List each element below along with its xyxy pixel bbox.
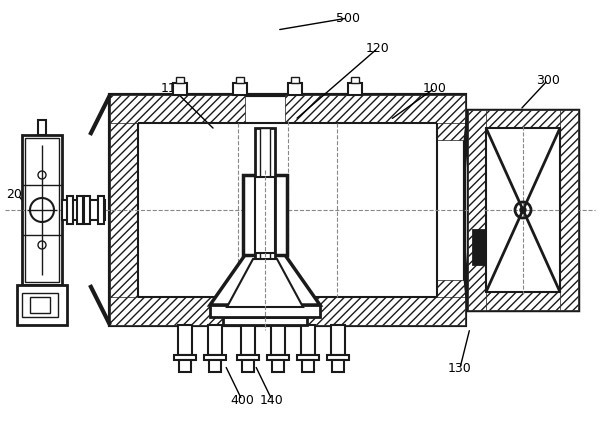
Polygon shape	[465, 252, 468, 310]
Bar	[242, 360, 254, 372]
Bar	[17, 285, 67, 325]
Bar	[179, 360, 191, 372]
Bar	[174, 355, 196, 360]
Text: 400: 400	[230, 394, 254, 407]
Bar	[204, 355, 226, 360]
Bar	[98, 196, 104, 224]
Bar	[233, 83, 247, 95]
Text: 120: 120	[366, 42, 390, 55]
Bar	[209, 360, 221, 372]
Bar	[110, 95, 465, 325]
Text: 300: 300	[536, 73, 560, 86]
Bar	[38, 120, 46, 135]
Bar	[301, 325, 315, 355]
Bar	[77, 196, 83, 224]
Bar	[267, 355, 289, 360]
Bar	[22, 135, 62, 285]
Bar	[297, 355, 319, 360]
Bar	[208, 325, 222, 355]
Bar	[302, 360, 314, 372]
Bar	[241, 325, 255, 355]
Text: 130: 130	[448, 362, 472, 375]
Bar	[176, 77, 184, 83]
Polygon shape	[210, 255, 320, 305]
Bar	[210, 305, 320, 317]
Polygon shape	[110, 95, 138, 325]
Polygon shape	[468, 110, 578, 128]
Text: 140: 140	[260, 394, 284, 407]
Bar	[332, 360, 344, 372]
Bar	[486, 128, 560, 292]
Bar	[348, 83, 362, 95]
Text: 100: 100	[423, 82, 447, 95]
Polygon shape	[110, 95, 245, 123]
Bar	[223, 317, 307, 325]
Bar	[271, 325, 285, 355]
Bar	[327, 355, 349, 360]
Polygon shape	[473, 230, 497, 264]
Text: 500: 500	[336, 11, 360, 24]
Bar	[236, 77, 244, 83]
Polygon shape	[110, 297, 465, 325]
Polygon shape	[468, 292, 578, 310]
Bar	[173, 83, 187, 95]
Bar	[84, 196, 90, 224]
Bar	[272, 360, 284, 372]
Bar	[62, 200, 105, 220]
Bar	[260, 128, 270, 292]
Bar	[351, 77, 359, 83]
Bar	[291, 77, 299, 83]
Bar	[255, 177, 275, 253]
Bar	[468, 110, 578, 310]
Polygon shape	[465, 110, 468, 168]
Bar	[255, 128, 275, 292]
Polygon shape	[560, 110, 578, 310]
Bar	[178, 325, 192, 355]
Bar	[237, 355, 259, 360]
Bar	[25, 138, 59, 282]
Polygon shape	[465, 128, 468, 292]
Polygon shape	[227, 259, 303, 307]
Bar	[22, 293, 58, 317]
Polygon shape	[437, 280, 465, 325]
Circle shape	[520, 207, 526, 213]
Polygon shape	[437, 95, 465, 140]
Bar	[331, 325, 345, 355]
Bar	[288, 83, 302, 95]
Polygon shape	[285, 95, 465, 123]
Bar	[67, 196, 73, 224]
Bar	[243, 175, 287, 255]
Text: 200: 200	[6, 188, 30, 201]
Polygon shape	[468, 110, 486, 310]
Bar	[30, 297, 50, 313]
Text: 111: 111	[160, 82, 184, 95]
